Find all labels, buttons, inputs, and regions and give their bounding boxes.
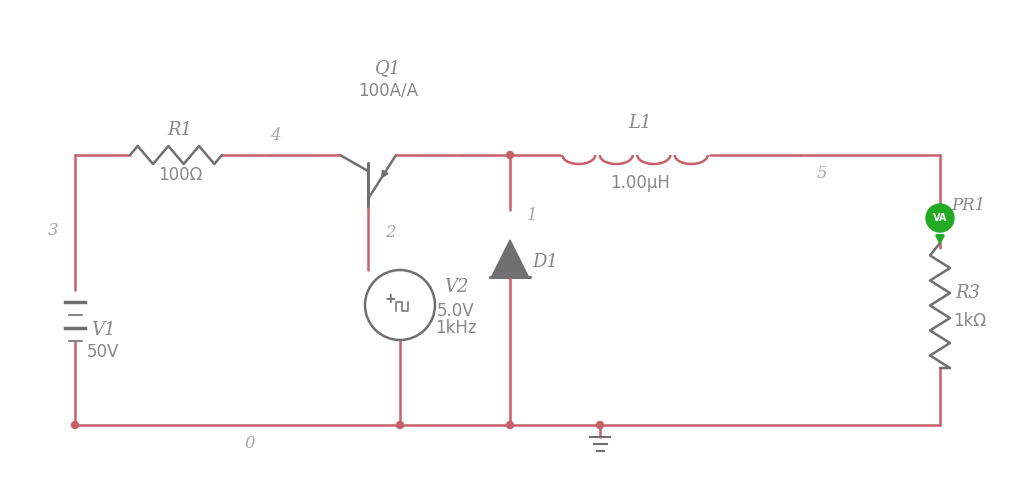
Text: L1: L1 xyxy=(629,114,651,132)
Text: Q1: Q1 xyxy=(375,59,401,77)
Text: V1: V1 xyxy=(91,321,116,339)
Text: 4: 4 xyxy=(269,127,281,144)
Text: VA: VA xyxy=(933,213,947,223)
Text: 5.0V: 5.0V xyxy=(437,302,475,320)
Text: R1: R1 xyxy=(168,121,193,139)
Text: D1: D1 xyxy=(532,253,558,271)
Text: 1.00μH: 1.00μH xyxy=(610,174,670,192)
Circle shape xyxy=(396,421,403,428)
Text: 5: 5 xyxy=(817,165,827,181)
Text: V2: V2 xyxy=(443,278,468,296)
Polygon shape xyxy=(492,240,528,277)
Text: PR1: PR1 xyxy=(951,196,985,214)
Text: 1kΩ: 1kΩ xyxy=(953,312,986,330)
Text: 2: 2 xyxy=(385,224,395,241)
Text: 1: 1 xyxy=(526,206,538,224)
Circle shape xyxy=(597,421,603,428)
Circle shape xyxy=(926,204,954,232)
Text: 3: 3 xyxy=(48,222,58,239)
Text: R3: R3 xyxy=(955,284,981,302)
Text: 50V: 50V xyxy=(87,343,119,361)
Text: 1kHz: 1kHz xyxy=(435,319,477,337)
Circle shape xyxy=(72,421,79,428)
Text: 100Ω: 100Ω xyxy=(158,166,202,184)
Circle shape xyxy=(507,152,513,159)
Text: 100A/A: 100A/A xyxy=(358,81,418,99)
Circle shape xyxy=(507,421,513,428)
Text: 0: 0 xyxy=(245,434,255,451)
Text: +: + xyxy=(384,292,396,306)
